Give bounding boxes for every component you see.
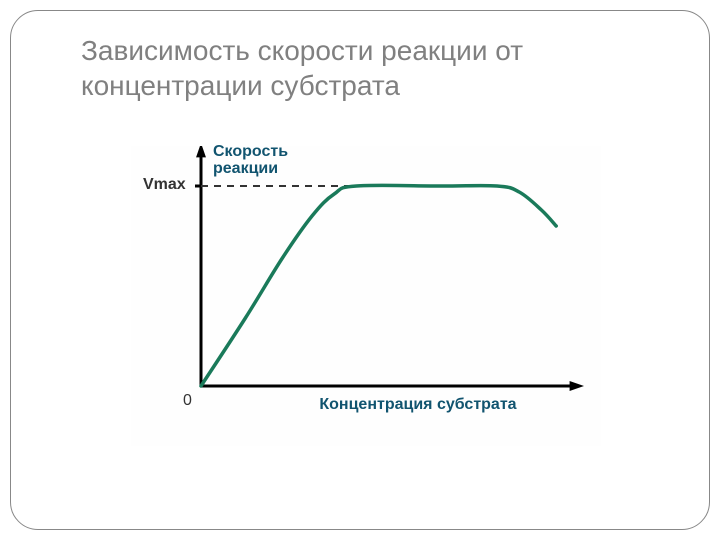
x-axis-label: Концентрация субстрата	[319, 396, 516, 414]
origin-label: 0	[183, 392, 192, 410]
reaction-rate-chart: Скорость реакции Vmax 0 Концентрация суб…	[131, 146, 601, 446]
slide-frame: Зависимость скорости реакции от концентр…	[10, 10, 710, 530]
y-axis-label: Скорость реакции	[213, 144, 288, 178]
vmax-label: Vmax	[143, 176, 186, 194]
slide-title: Зависимость скорости реакции от концентр…	[81, 33, 669, 103]
